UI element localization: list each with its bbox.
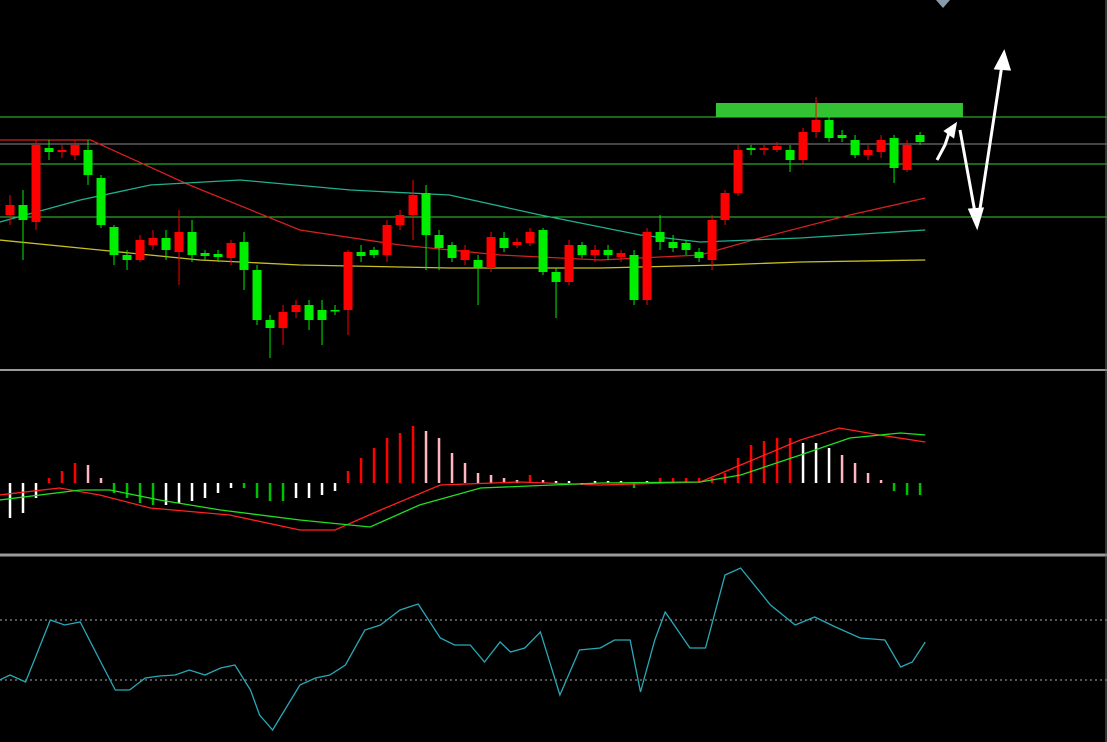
candle-body xyxy=(889,138,899,168)
arrow xyxy=(935,129,952,161)
candle-body xyxy=(122,255,132,260)
candle-body xyxy=(343,252,353,310)
candle-body xyxy=(226,243,236,258)
macd-panel xyxy=(0,426,926,531)
candle-body xyxy=(837,135,847,138)
candle-body xyxy=(408,195,418,215)
candle-body xyxy=(109,227,119,255)
candle-body xyxy=(83,150,93,175)
candle-body xyxy=(681,243,691,250)
candle-body xyxy=(798,132,808,160)
candle-body xyxy=(551,272,561,282)
candle-body xyxy=(525,232,535,243)
macd-line xyxy=(0,427,926,531)
candle-body xyxy=(915,135,925,142)
candle-body xyxy=(148,238,158,245)
candle-body xyxy=(187,232,197,255)
candle-body xyxy=(538,230,548,272)
candle-body xyxy=(57,150,67,152)
candle-body xyxy=(278,312,288,328)
candle-body xyxy=(616,253,626,257)
moving-average xyxy=(0,139,926,261)
candle-body xyxy=(824,120,834,138)
candle-body xyxy=(369,250,379,255)
macd-line xyxy=(0,432,926,528)
oscillator-panel xyxy=(0,567,1107,732)
candle-body xyxy=(564,245,574,282)
arrow-head xyxy=(993,49,1012,71)
marker xyxy=(936,0,950,8)
candle-body xyxy=(44,148,54,152)
candle-body xyxy=(421,193,431,235)
candle-body xyxy=(447,245,457,258)
candle-body xyxy=(135,240,145,260)
candle-body xyxy=(577,245,587,255)
candle-body xyxy=(213,254,223,257)
candle-body xyxy=(720,193,730,220)
candle-body xyxy=(876,140,886,152)
candle-body xyxy=(5,205,15,215)
candle-body xyxy=(304,305,314,320)
arrow-head xyxy=(943,121,958,139)
candle-body xyxy=(902,145,912,170)
candle-body xyxy=(200,253,210,256)
oscillator-line xyxy=(0,567,926,732)
candle-body xyxy=(694,252,704,258)
candle-body xyxy=(31,145,41,222)
candle-body xyxy=(356,252,366,256)
candle-body xyxy=(161,238,171,250)
candle-body xyxy=(18,205,28,220)
candle-body xyxy=(811,120,821,132)
candle-body xyxy=(460,250,470,260)
candle-body xyxy=(655,232,665,242)
candle-body xyxy=(473,260,483,268)
price-panel xyxy=(0,97,1107,358)
candle-body xyxy=(499,238,509,248)
candle-body xyxy=(70,145,80,155)
candle-body xyxy=(252,270,262,320)
moving-average xyxy=(0,239,926,269)
candle-body xyxy=(265,320,275,328)
candle-body xyxy=(174,232,184,252)
forecast-arrows xyxy=(935,49,1012,231)
candle-body xyxy=(850,140,860,155)
candle-body xyxy=(382,225,392,255)
candle-body xyxy=(733,150,743,193)
candle-body xyxy=(668,242,678,248)
candle-body xyxy=(330,310,340,312)
candle-body xyxy=(317,310,327,320)
candle-body xyxy=(590,250,600,255)
candle-body xyxy=(434,235,444,248)
moving-average xyxy=(0,179,926,243)
zone xyxy=(715,103,963,117)
candle-body xyxy=(759,148,769,150)
candle-body xyxy=(746,148,756,150)
candle-body xyxy=(772,146,782,150)
candle-body xyxy=(642,232,652,300)
candle-body xyxy=(486,237,496,268)
candle-body xyxy=(395,215,405,225)
candle-body xyxy=(96,178,106,225)
arrow xyxy=(958,129,978,219)
candle-body xyxy=(239,242,249,270)
candle-body xyxy=(512,242,522,245)
candle-body xyxy=(629,255,639,300)
candle-body xyxy=(863,150,873,155)
candle-body xyxy=(291,305,301,312)
candle-body xyxy=(785,150,795,160)
candle-body xyxy=(603,250,613,255)
arrow xyxy=(976,64,1004,223)
candle-body xyxy=(707,220,717,260)
